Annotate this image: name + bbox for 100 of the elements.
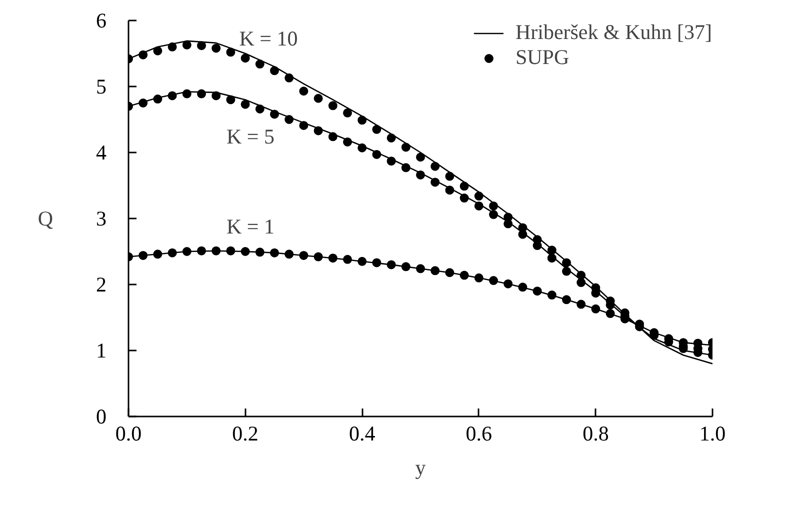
point [138,50,148,60]
point [372,150,382,159]
point [386,133,396,142]
point [401,262,410,272]
point [489,276,498,286]
point [270,110,279,119]
y-tick-label: 6 [96,8,106,32]
point [401,142,410,152]
point [489,210,498,220]
point [474,192,484,201]
point [226,246,236,256]
point [416,264,425,274]
point [212,246,221,256]
point [358,143,367,152]
point [504,279,513,288]
x-tick-label: 0.2 [232,422,258,446]
point [562,258,571,268]
point [168,42,177,52]
point [197,246,206,256]
y-tick-label: 5 [96,74,106,98]
legend-label: SUPG [515,45,570,70]
point [562,266,571,276]
point [460,182,469,191]
point [299,250,308,260]
point [445,268,454,278]
point [314,94,323,103]
point [460,194,469,203]
point [445,186,454,195]
point [299,120,308,130]
point [372,258,382,268]
point [547,254,556,263]
point [328,254,338,263]
point [153,94,162,104]
annotation: K = 5 [226,124,275,148]
point [445,172,454,181]
point [138,250,148,260]
point [518,282,528,292]
point [606,309,615,318]
point [372,124,382,134]
point [182,40,192,50]
point [547,246,556,255]
point [240,54,250,63]
point [182,247,192,256]
point [576,300,586,309]
x-axis-title: y [415,456,426,480]
point [343,254,352,264]
y-tick-label: 2 [96,272,106,296]
point [168,91,177,100]
annotation: K = 1 [226,214,275,238]
x-tick-label: 0.8 [582,422,609,446]
point [284,250,294,259]
x-tick-label: 0.6 [466,422,492,446]
x-tick-label: 0.0 [115,422,142,446]
point [328,101,338,110]
annotation: K = 10 [239,26,298,50]
point [168,248,177,258]
point [474,273,484,282]
x-tick-label: 0.4 [348,422,376,446]
point [358,116,367,125]
point [314,126,323,136]
y-tick-label: 1 [96,338,106,362]
point [489,201,498,210]
y-tick-label: 0 [96,404,106,428]
y-tick-label: 4 [96,140,107,164]
point [138,98,148,108]
point [226,48,236,57]
point [562,295,571,304]
point [284,73,294,82]
point [386,156,396,166]
point [197,41,206,50]
point [474,201,484,210]
point [182,89,192,98]
point [255,248,264,257]
point [430,178,440,187]
point [270,66,279,76]
point [328,132,338,142]
point [270,248,279,258]
point [430,162,440,171]
y-tick-label: 3 [96,206,106,230]
point [460,270,469,280]
point [197,89,206,98]
point [284,115,294,124]
point [212,91,221,100]
point [240,100,250,109]
point [416,152,425,162]
point [547,290,556,300]
point [299,86,308,96]
point [343,108,352,118]
point [386,260,396,270]
point [591,304,600,314]
point [314,252,323,262]
point [153,250,162,259]
point [576,278,586,288]
point [153,46,162,56]
point [416,170,425,180]
point [226,95,236,104]
legend-label: Hriberšek & Kuhn [37] [515,20,712,45]
point [255,60,264,69]
x-tick-label: 1.0 [699,422,726,446]
point [532,286,542,296]
